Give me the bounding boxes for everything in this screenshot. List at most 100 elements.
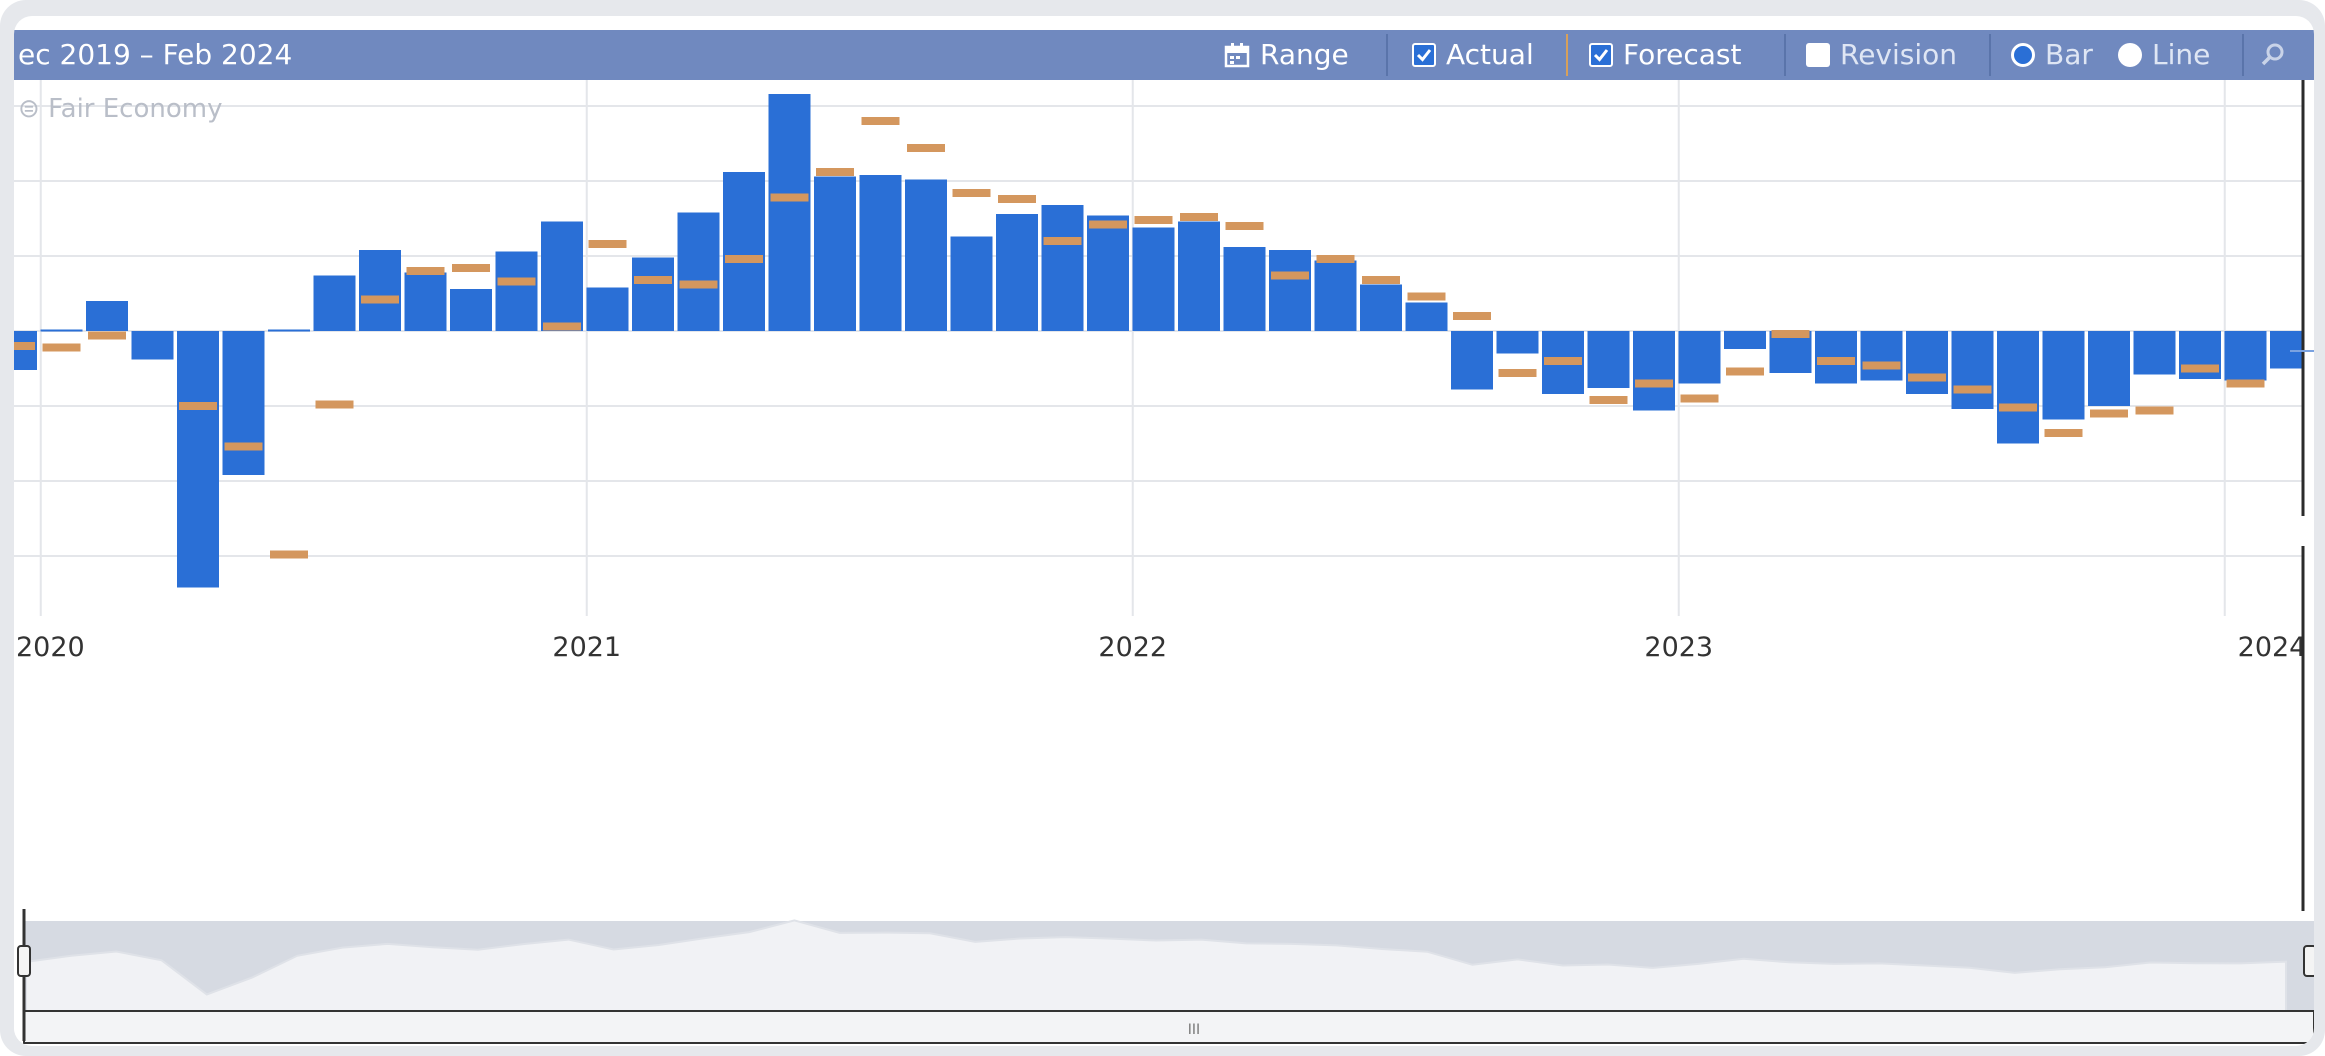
actual-bar: [359, 250, 401, 331]
forecast-marker: [1908, 373, 1946, 382]
forecast-marker: [2090, 409, 2128, 418]
forecast-marker: [14, 342, 35, 350]
watermark: ⊜ Fair Economy: [18, 94, 222, 124]
actual-bar: [1997, 331, 2039, 444]
revision-label: Revision: [1840, 38, 1958, 71]
actual-bar: [1633, 331, 1675, 411]
scrollbar-grip[interactable]: III: [1188, 1022, 1200, 1038]
forecast-marker: [2044, 429, 2083, 437]
line-radio[interactable]: [2118, 43, 2142, 67]
actual-bar: [1451, 331, 1493, 390]
forecast-marker: [1316, 255, 1355, 263]
forecast-marker: [1953, 385, 1992, 394]
forecast-marker: [634, 276, 672, 284]
line-label: Line: [2152, 38, 2211, 71]
forecast-marker: [1089, 220, 1127, 229]
forecast-toggle[interactable]: Forecast: [1589, 30, 1741, 80]
forecast-marker: [361, 295, 399, 304]
forecast-label: Forecast: [1623, 38, 1742, 71]
actual-bar: [1223, 247, 1266, 331]
forecast-marker: [1225, 222, 1264, 230]
actual-bar: [1178, 221, 1220, 331]
toolbar-separator: [1566, 34, 1568, 76]
actual-bar: [677, 212, 720, 331]
forecast-marker: [1862, 361, 1901, 370]
actual-bar: [1087, 215, 1129, 331]
forecast-marker: [1498, 369, 1537, 377]
forecast-marker: [543, 322, 581, 331]
forecast-marker: [588, 240, 627, 248]
navigator-left-handle[interactable]: [17, 945, 31, 977]
forecast-marker: [861, 117, 900, 125]
forecast-marker: [497, 277, 536, 286]
forecast-marker: [224, 442, 263, 451]
range-button[interactable]: Range: [1224, 30, 1349, 80]
forecast-marker: [1999, 403, 2037, 412]
forecast-marker: [1589, 396, 1628, 404]
actual-bar: [177, 331, 219, 588]
actual-bar: [723, 172, 765, 331]
forecast-marker: [1407, 292, 1446, 301]
revision-toggle[interactable]: Revision: [1806, 30, 1957, 80]
forecast-marker: [179, 402, 217, 410]
actual-bar: [40, 329, 83, 332]
forecast-marker: [315, 400, 354, 409]
revision-checkbox[interactable]: [1806, 43, 1830, 67]
x-axis: 2020 2021 2022 2023 2024: [16, 632, 2306, 663]
y-axis-panel: [2302, 56, 2314, 926]
actual-label: Actual: [1446, 38, 1534, 71]
watermark-logo-icon: ⊜: [18, 94, 40, 124]
actual-bar: [2042, 331, 2085, 420]
check-icon: [1416, 49, 1432, 62]
forecast-marker: [2226, 379, 2265, 388]
navigator-right-handle[interactable]: [2303, 945, 2314, 977]
forecast-marker: [1544, 357, 1582, 365]
x-tick-label: 2024: [2238, 632, 2307, 663]
forecast-marker: [816, 168, 854, 176]
actual-bar: [814, 176, 856, 331]
navigator: III: [14, 909, 2314, 1044]
forecast-marker: [2181, 364, 2219, 373]
forecast-marker: [998, 195, 1036, 203]
zoom-button[interactable]: [2259, 30, 2287, 80]
toolbar-separator: [2242, 34, 2244, 76]
actual-bar: [14, 331, 37, 370]
forecast-marker: [1680, 394, 1719, 403]
forecast-marker: [42, 343, 81, 352]
actual-bar: [859, 175, 902, 331]
forecast-marker: [452, 264, 490, 272]
line-radio-option[interactable]: Line: [2118, 30, 2210, 80]
forecast-marker: [1271, 271, 1309, 280]
forecast-marker: [725, 255, 763, 263]
actual-bar: [313, 275, 356, 331]
actual-bar: [1724, 331, 1766, 349]
actual-bar: [541, 221, 583, 331]
actual-bar: [1587, 331, 1630, 388]
date-range-text: ec 2019 – Feb 2024: [18, 38, 293, 71]
bar-radio[interactable]: [2011, 43, 2035, 67]
actual-checkbox[interactable]: [1412, 43, 1436, 67]
forecast-marker: [679, 280, 718, 289]
actual-toggle[interactable]: Actual: [1412, 30, 1534, 80]
actual-bar: [1360, 284, 1402, 331]
forecast-marker: [770, 193, 809, 202]
x-tick-label: 2022: [1098, 632, 1167, 663]
chart-panel: 2020 2021 2022 2023 2024 6560555045403547 II…: [14, 16, 2314, 1046]
toolbar-separator: [1989, 34, 1991, 76]
calendar-icon: [1224, 43, 1250, 68]
actual-bar: [632, 257, 674, 331]
actual-bar: [268, 329, 310, 332]
actual-bar: [586, 287, 629, 331]
bar-chart: 2020 2021 2022 2023 2024 6560555045403547 II…: [14, 56, 2314, 1044]
search-icon: [2261, 43, 2284, 66]
bar-label: Bar: [2045, 38, 2093, 71]
toolbar-separator: [1386, 34, 1388, 76]
forecast-checkbox[interactable]: [1589, 43, 1613, 67]
actual-bar: [2133, 331, 2176, 375]
check-icon: [1593, 49, 1609, 62]
x-tick-label: 2020: [16, 632, 85, 663]
y-axis: 6560555045403547: [2290, 56, 2314, 926]
x-tick-label: 2021: [552, 632, 621, 663]
bar-radio-option[interactable]: Bar: [2011, 30, 2093, 80]
actual-bar: [1269, 250, 1311, 331]
